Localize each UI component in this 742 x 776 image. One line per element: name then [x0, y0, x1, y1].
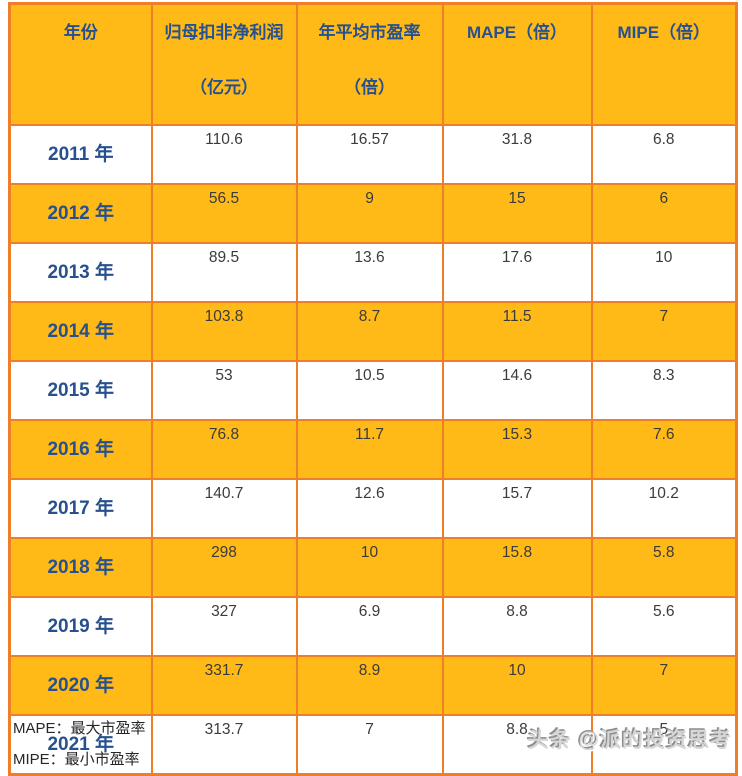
value-cell: 110.6	[150, 124, 298, 185]
year-cell: 2013 年	[8, 242, 153, 303]
value-cell: 10	[590, 242, 738, 303]
value-cell: 76.8	[150, 419, 298, 480]
value-cell: 10.2	[590, 478, 738, 539]
value-cell: 313.7	[150, 714, 298, 776]
value-cell: 8.9	[295, 655, 444, 716]
value-cell: 7.6	[590, 419, 738, 480]
value-cell: 15.3	[441, 419, 593, 480]
value-cell: 16.57	[295, 124, 444, 185]
footnote-mipe: MIPE：最小市盈率	[13, 751, 140, 768]
year-cell: 2011 年	[8, 124, 153, 185]
year-cell: 2012 年	[8, 183, 153, 244]
year-cell: 2015 年	[8, 360, 153, 421]
watermark: 头条 @派的投资思考	[527, 729, 732, 752]
value-cell: 6.9	[295, 596, 444, 657]
value-cell: 15.8	[441, 537, 593, 598]
value-cell: 8.8	[441, 596, 593, 657]
value-cell: 10	[295, 537, 444, 598]
footnote-mape: MAPE：最大市盈率	[13, 720, 146, 737]
value-cell: 12.6	[295, 478, 444, 539]
column-header-4: MIPE（倍）	[590, 2, 738, 126]
value-cell: 10	[441, 655, 593, 716]
year-cell: 2017 年	[8, 478, 153, 539]
column-header-1: 归母扣非净利润 （亿元）	[150, 2, 298, 126]
value-cell: 31.8	[441, 124, 593, 185]
table-row: 2011 年 110.6 16.57 31.8 6.8	[8, 124, 738, 185]
value-cell: 15	[441, 183, 593, 244]
year-cell: 2014 年	[8, 301, 153, 362]
year-cell: 2020 年	[8, 655, 153, 716]
footnotes: MAPE：最大市盈率 MIPE：最小市盈率	[13, 713, 146, 775]
value-cell: 89.5	[150, 242, 298, 303]
value-cell: 13.6	[295, 242, 444, 303]
year-cell: 2016 年	[8, 419, 153, 480]
pe-table: 年份 归母扣非净利润 （亿元） 年平均市盈率 （倍） MAPE（倍） MIPE（倍） 201…	[8, 2, 738, 776]
value-cell: 11.5	[441, 301, 593, 362]
year-cell: 2019 年	[8, 596, 153, 657]
value-cell: 6	[590, 183, 738, 244]
value-cell: 5.6	[590, 596, 738, 657]
value-cell: 56.5	[150, 183, 298, 244]
value-cell: 8.7	[295, 301, 444, 362]
value-cell: 103.8	[150, 301, 298, 362]
value-cell: 9	[295, 183, 444, 244]
value-cell: 8.3	[590, 360, 738, 421]
value-cell: 11.7	[295, 419, 444, 480]
value-cell: 140.7	[150, 478, 298, 539]
value-cell: 53	[150, 360, 298, 421]
table-row: 2014 年 103.8 8.7 11.5 7	[8, 301, 738, 362]
value-cell: 14.6	[441, 360, 593, 421]
table-header-row: 年份 归母扣非净利润 （亿元） 年平均市盈率 （倍） MAPE（倍） MIPE（倍）	[8, 2, 738, 126]
table-row: 2013 年 89.5 13.6 17.6 10	[8, 242, 738, 303]
value-cell: 15.7	[441, 478, 593, 539]
table-row: 2016 年 76.8 11.7 15.3 7.6	[8, 419, 738, 480]
value-cell: 6.8	[590, 124, 738, 185]
value-cell: 17.6	[441, 242, 593, 303]
table-row: 2015 年 53 10.5 14.6 8.3	[8, 360, 738, 421]
table-row: 2020 年 331.7 8.9 10 7	[8, 655, 738, 716]
column-header-0: 年份	[8, 2, 153, 126]
value-cell: 7	[295, 714, 444, 776]
year-cell: 2018 年	[8, 537, 153, 598]
table-row: 2012 年 56.5 9 15 6	[8, 183, 738, 244]
value-cell: 331.7	[150, 655, 298, 716]
value-cell: 327	[150, 596, 298, 657]
value-cell: 5.8	[590, 537, 738, 598]
table-row: 2017 年 140.7 12.6 15.7 10.2	[8, 478, 738, 539]
value-cell: 7	[590, 301, 738, 362]
value-cell: 10.5	[295, 360, 444, 421]
table-row: 2019 年 327 6.9 8.8 5.6	[8, 596, 738, 657]
value-cell: 298	[150, 537, 298, 598]
column-header-2: 年平均市盈率 （倍）	[295, 2, 444, 126]
table-header: 年份 归母扣非净利润 （亿元） 年平均市盈率 （倍） MAPE（倍） MIPE（倍）	[8, 2, 738, 126]
value-cell: 7	[590, 655, 738, 716]
column-header-3: MAPE（倍）	[441, 2, 593, 126]
table-row: 2018 年 298 10 15.8 5.8	[8, 537, 738, 598]
